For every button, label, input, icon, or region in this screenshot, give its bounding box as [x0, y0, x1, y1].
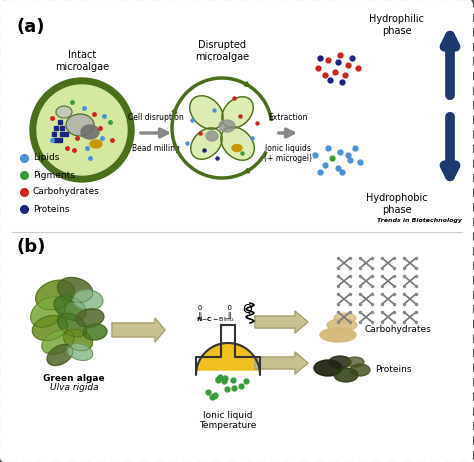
Text: Disrupted
microalgae: Disrupted microalgae — [195, 40, 249, 62]
Polygon shape — [255, 352, 308, 374]
Ellipse shape — [57, 278, 92, 303]
Text: O      O
‖      ‖: O O ‖ ‖ — [198, 305, 232, 319]
Text: Proteins: Proteins — [375, 365, 411, 375]
Ellipse shape — [64, 329, 92, 351]
Ellipse shape — [36, 280, 74, 310]
Ellipse shape — [327, 319, 357, 331]
Circle shape — [37, 85, 127, 175]
Text: Hydrophobic
phase: Hydrophobic phase — [366, 193, 428, 215]
Ellipse shape — [221, 127, 254, 160]
Text: Ionic liquids
(+ microgel): Ionic liquids (+ microgel) — [264, 144, 312, 164]
Text: Extraction: Extraction — [268, 113, 308, 122]
Ellipse shape — [42, 330, 74, 354]
Ellipse shape — [329, 356, 351, 368]
Polygon shape — [196, 343, 260, 375]
Polygon shape — [255, 311, 308, 333]
Text: Green algae: Green algae — [43, 374, 105, 383]
Ellipse shape — [31, 297, 65, 327]
Ellipse shape — [222, 97, 253, 128]
Ellipse shape — [346, 357, 364, 367]
Ellipse shape — [56, 106, 72, 118]
Ellipse shape — [206, 131, 218, 141]
Ellipse shape — [73, 290, 103, 310]
Ellipse shape — [350, 364, 370, 376]
Ellipse shape — [66, 114, 94, 136]
Ellipse shape — [90, 140, 102, 148]
Ellipse shape — [219, 120, 235, 132]
Text: (a): (a) — [16, 18, 45, 36]
Ellipse shape — [81, 125, 99, 139]
Text: Carbohydrates: Carbohydrates — [33, 188, 100, 196]
Ellipse shape — [47, 345, 73, 365]
Ellipse shape — [76, 309, 104, 327]
Text: Bead milling: Bead milling — [132, 144, 180, 153]
Text: Q: Q — [242, 303, 252, 316]
Ellipse shape — [83, 324, 107, 340]
Text: Ulva rigida: Ulva rigida — [50, 383, 98, 392]
Text: Cell disruption: Cell disruption — [128, 113, 184, 122]
Circle shape — [30, 78, 134, 182]
Text: $\bf{N}$$-\bf{C}-$BIm$_2$: $\bf{N}$$-\bf{C}-$BIm$_2$ — [196, 315, 235, 324]
Text: Proteins: Proteins — [33, 205, 70, 213]
Text: (b): (b) — [16, 238, 46, 256]
Text: Carbohydrates: Carbohydrates — [365, 326, 432, 334]
Ellipse shape — [314, 360, 342, 376]
Ellipse shape — [57, 313, 87, 337]
Text: Intact
microalgae: Intact microalgae — [55, 50, 109, 72]
Text: Ionic liquid
Temperature: Ionic liquid Temperature — [199, 411, 257, 431]
Ellipse shape — [67, 344, 93, 360]
Ellipse shape — [320, 328, 356, 342]
Ellipse shape — [32, 316, 68, 340]
Ellipse shape — [54, 296, 86, 320]
Ellipse shape — [232, 145, 242, 152]
Ellipse shape — [191, 128, 222, 159]
Ellipse shape — [334, 368, 358, 382]
Text: Hydrophilic
phase: Hydrophilic phase — [370, 14, 425, 36]
Text: Pigments: Pigments — [33, 170, 75, 180]
Polygon shape — [112, 318, 165, 342]
Text: Lipids: Lipids — [33, 153, 59, 163]
Text: Trends in Biotechnology: Trends in Biotechnology — [377, 218, 463, 223]
Ellipse shape — [334, 313, 356, 323]
Ellipse shape — [190, 96, 223, 129]
